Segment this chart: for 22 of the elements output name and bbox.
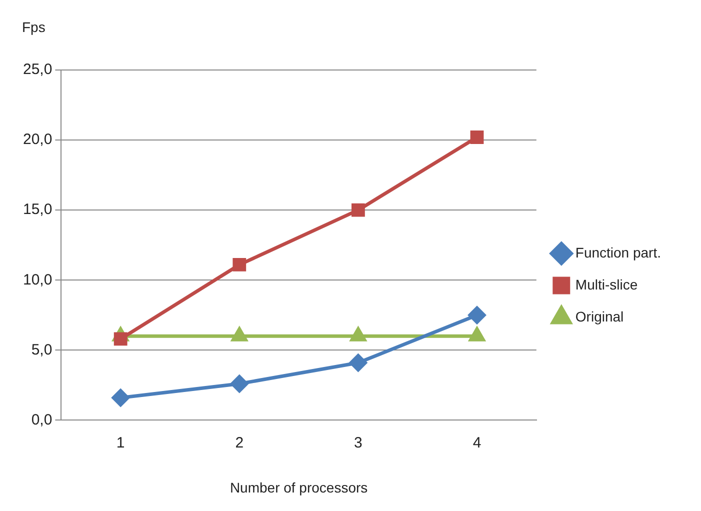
x-tick-label: 1: [116, 434, 125, 452]
point: [232, 258, 246, 272]
legend-label: Original: [575, 308, 624, 324]
y-axis-title: Fps: [22, 18, 46, 35]
y-tick-label: 20,0: [22, 131, 52, 148]
legend-label: Multi-slice: [575, 276, 638, 292]
y-tick-label: 0,0: [31, 411, 52, 428]
point: [349, 354, 367, 372]
point: [112, 389, 130, 407]
y-tick-label: 15,0: [22, 201, 52, 218]
point: [230, 375, 248, 393]
point: [470, 130, 484, 144]
point: [468, 306, 486, 324]
legend-label: Function part.: [575, 244, 662, 260]
y-tick-label: 10,0: [22, 271, 52, 288]
x-tick-label: 4: [472, 434, 482, 452]
y-tick-label: 25,0: [22, 61, 52, 78]
y-tick-label: 5,0: [31, 341, 52, 358]
x-axis-title: Number of processors: [230, 479, 368, 496]
x-tick-label: 3: [354, 434, 362, 452]
point: [352, 203, 365, 217]
x-tick-label: 2: [235, 434, 244, 452]
